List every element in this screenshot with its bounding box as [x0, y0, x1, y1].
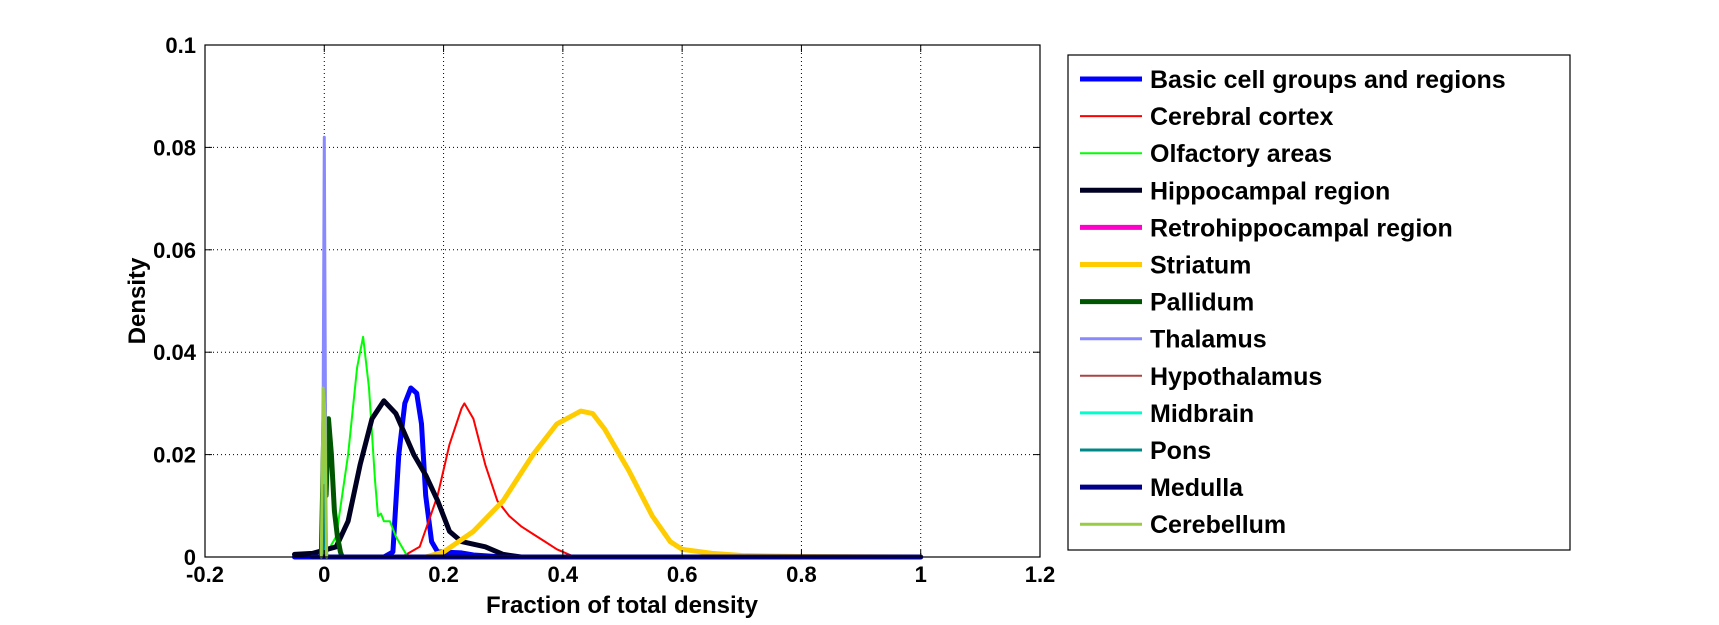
series-line-cerebellum — [319, 386, 329, 559]
y-axis-label: Density — [124, 257, 151, 344]
legend-label-cerebellum: Cerebellum — [1150, 511, 1286, 539]
series-line-basic-cell-groups-and-regions — [292, 385, 924, 560]
legend-label-retrohippocampal-region: Retrohippocampal region — [1150, 214, 1453, 242]
y-tick-label: 0.08 — [153, 135, 196, 160]
y-tick-label: 0 — [184, 545, 196, 570]
legend-label-hypothalamus: Hypothalamus — [1150, 363, 1322, 391]
x-tick-label: 0.4 — [548, 562, 579, 587]
y-tick-label: 0.06 — [153, 238, 196, 263]
plot-frame — [204, 44, 1041, 558]
legend-label-basic-cell-groups-and-regions: Basic cell groups and regions — [1150, 66, 1506, 94]
x-axis-label: Fraction of total density — [486, 592, 759, 619]
series-line-cerebral-cortex — [400, 402, 576, 558]
axis-ticks: -0.2 0 0.2 0.4 0.6 0.8 1 1.200.020.040.060.080.… — [153, 33, 1055, 587]
series-line-striatum — [423, 408, 924, 560]
plot-area — [205, 45, 1040, 557]
legend-label-medulla: Medulla — [1150, 474, 1244, 502]
y-tick-label: 0.02 — [153, 443, 196, 468]
legend-label-midbrain: Midbrain — [1150, 400, 1254, 428]
x-tick-label: 1 — [915, 562, 927, 587]
x-tick-label: -0.2 — [186, 562, 224, 587]
legend-label-striatum: Striatum — [1150, 252, 1251, 280]
series-line-hippocampal-region — [292, 398, 524, 560]
legend-label-pons: Pons — [1150, 437, 1211, 465]
x-tick-label: 0.2 — [428, 562, 459, 587]
x-tick-label: 0 — [318, 562, 330, 587]
legend: Basic cell groups and regions Cerebral co… — [1067, 54, 1571, 551]
x-tick-label: 1.2 — [1025, 562, 1056, 587]
x-tick-label: 0.6 — [667, 562, 698, 587]
legend-label-thalamus: Thalamus — [1150, 326, 1267, 354]
legend-label-olfactory-areas: Olfactory areas — [1150, 140, 1332, 168]
y-tick-label: 0.04 — [153, 340, 197, 365]
legend-box — [1067, 54, 1571, 551]
series-line-olfactory-areas — [323, 335, 409, 558]
legend-label-cerebral-cortex: Cerebral cortex — [1150, 103, 1334, 131]
legend-label-hippocampal-region: Hippocampal region — [1150, 177, 1390, 205]
y-tick-label: 0.1 — [165, 33, 196, 58]
legend-label-pallidum: Pallidum — [1150, 289, 1254, 317]
plot-background — [205, 45, 1040, 557]
x-tick-label: 0.8 — [786, 562, 817, 587]
